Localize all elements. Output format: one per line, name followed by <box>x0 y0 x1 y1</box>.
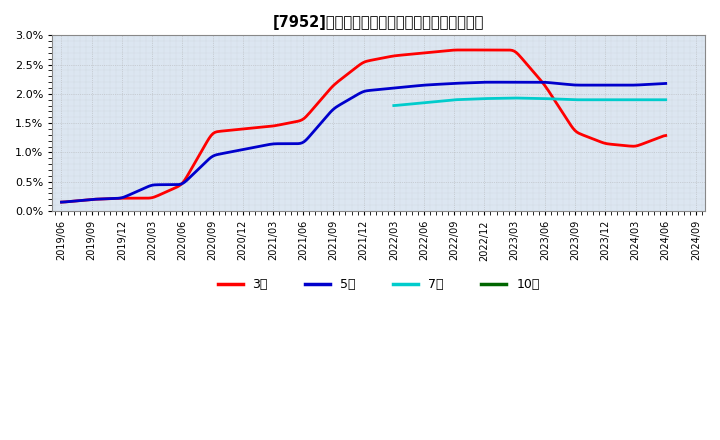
Legend: 3年, 5年, 7年, 10年: 3年, 5年, 7年, 10年 <box>212 273 545 296</box>
Title: [7952]　当期純利益マージンの標準偏差の推移: [7952] 当期純利益マージンの標準偏差の推移 <box>273 15 485 30</box>
